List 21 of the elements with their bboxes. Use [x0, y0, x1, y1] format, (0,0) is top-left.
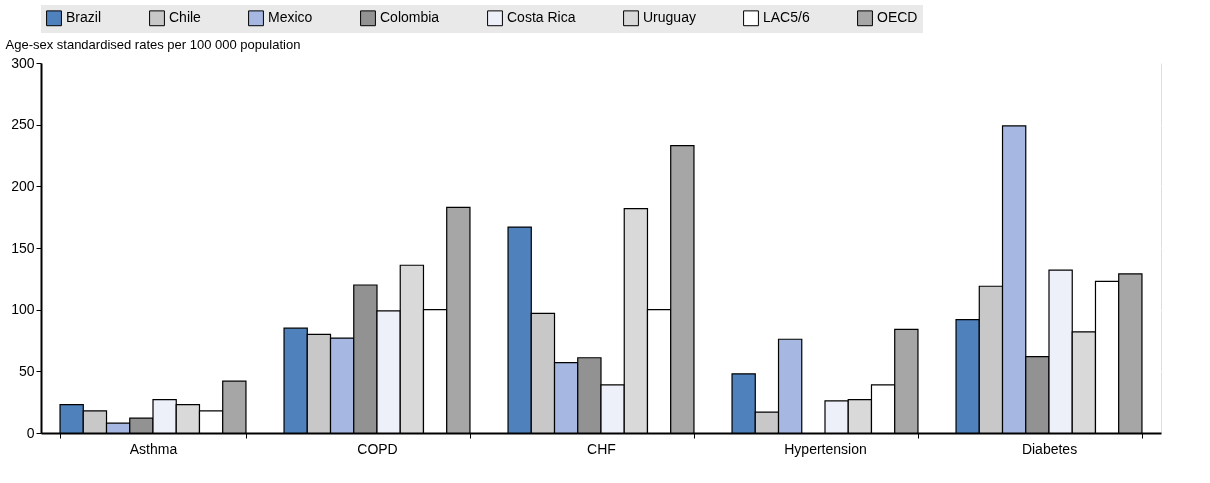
x-tick-label: COPD	[357, 440, 398, 457]
x-tick-label: CHF	[587, 440, 616, 457]
x-tick-label: Hypertension	[784, 440, 867, 457]
y-tick-label: 250	[11, 116, 35, 133]
y-tick-label: 100	[11, 301, 35, 318]
y-tick-label: 0	[26, 424, 35, 441]
legend-label: Mexico	[268, 9, 313, 26]
y-axis-title: Age-sex standardised rates per 100 000 population	[5, 36, 301, 52]
legend-label: LAC5/6	[763, 9, 810, 26]
legend-label: Costa Rica	[507, 9, 576, 26]
y-tick-label: 50	[18, 362, 35, 379]
x-tick-label: Asthma	[129, 440, 178, 457]
legend-label: Colombia	[380, 9, 440, 26]
y-tick-label: 300	[11, 54, 35, 71]
legend-label: Uruguay	[643, 9, 696, 26]
y-tick-label: 200	[11, 177, 35, 194]
legend-label: Brazil	[66, 9, 102, 26]
legend-label: Chile	[169, 9, 202, 26]
y-tick-label: 150	[11, 239, 35, 256]
x-tick-label: Diabetes	[1021, 440, 1078, 457]
legend-label: OECD	[877, 9, 918, 26]
